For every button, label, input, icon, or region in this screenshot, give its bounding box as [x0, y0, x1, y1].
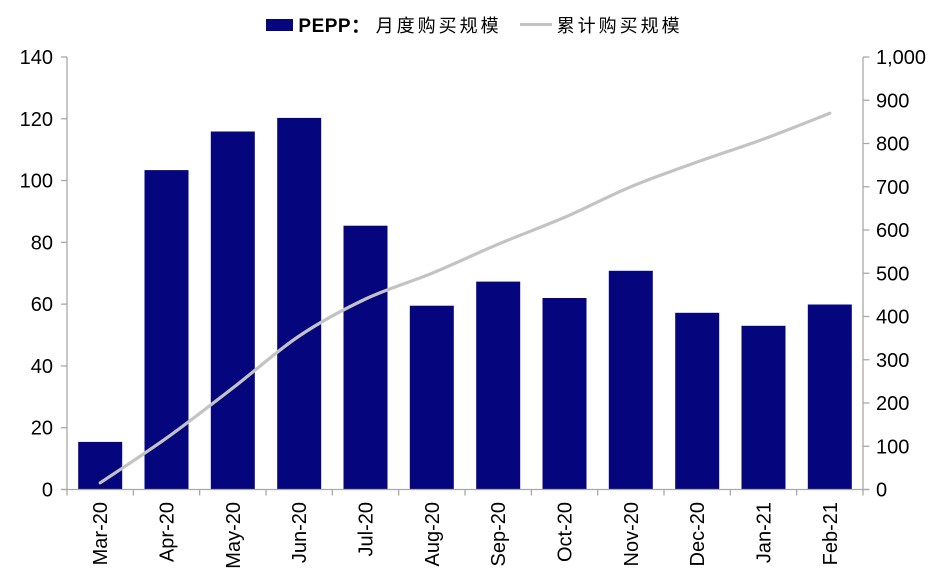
x-tick-label: Sep-20 — [488, 502, 510, 567]
bar-series-swatch-icon — [266, 18, 294, 31]
line-series-swatch-icon — [519, 23, 552, 26]
y-right-tick-label: 600 — [876, 220, 909, 242]
x-tick-label: Mar-20 — [90, 502, 112, 565]
x-tick-label: Feb-21 — [820, 502, 842, 565]
x-tick-label: Dec-20 — [687, 502, 709, 566]
y-left-tick-label: 60 — [31, 294, 53, 316]
y-right-tick-label: 200 — [876, 393, 909, 415]
x-tick-label: Aug-20 — [422, 502, 444, 567]
bar-apr-20 — [144, 170, 189, 490]
bar-dec-20 — [675, 312, 720, 490]
y-left-tick-label: 40 — [31, 356, 53, 378]
y-left-tick-label: 100 — [20, 171, 53, 193]
y-right-tick-label: 700 — [876, 177, 909, 199]
y-left-tick-label: 20 — [31, 418, 53, 440]
x-tick-label: Jun-20 — [289, 502, 311, 563]
y-right-tick-label: 400 — [876, 307, 909, 329]
y-right-tick-label: 0 — [876, 480, 887, 502]
x-tick-label: Nov-20 — [621, 502, 643, 566]
legend-series1-label: 月度购买规模 — [375, 15, 502, 37]
bar-may-20 — [210, 131, 255, 490]
bar-nov-20 — [608, 270, 653, 490]
bar-aug-20 — [409, 305, 454, 490]
x-tick-label: Apr-20 — [157, 502, 179, 562]
y-left-tick-label: 140 — [20, 47, 53, 69]
y-left-tick-label: 120 — [20, 109, 53, 131]
cumulative-line — [98, 111, 832, 485]
y-left-tick-label: 0 — [42, 480, 53, 502]
y-right-tick-label: 900 — [876, 90, 909, 112]
y-right-tick-label: 800 — [876, 134, 909, 156]
bar-sep-20 — [476, 281, 521, 490]
y-right-tick-label: 500 — [876, 263, 909, 285]
legend-series1-prefix: PEPP： — [298, 16, 371, 37]
x-tick-label: May-20 — [223, 502, 245, 569]
y-right-tick-label: 100 — [876, 436, 909, 458]
bar-oct-20 — [542, 298, 587, 490]
bar-jul-20 — [343, 225, 388, 490]
x-tick-label: Jul-20 — [356, 502, 378, 556]
x-tick-label: Jan-21 — [754, 502, 776, 563]
y-right-tick-label: 300 — [876, 350, 909, 372]
legend-item-monthly: PEPP： 月度购买规模 — [266, 11, 501, 38]
bar-jan-21 — [741, 325, 786, 490]
bar-feb-21 — [807, 304, 852, 490]
legend-item-cumulative: 累计购买规模 — [519, 12, 683, 38]
legend-series2-label: 累计购买规模 — [556, 15, 683, 37]
y-left-tick-label: 80 — [31, 232, 53, 254]
legend: PEPP： 月度购买规模 累计购买规模 — [0, 11, 949, 38]
x-tick-label: Oct-20 — [555, 502, 577, 562]
y-right-tick-label: 1,000 — [876, 47, 926, 69]
bar-jun-20 — [277, 117, 322, 490]
